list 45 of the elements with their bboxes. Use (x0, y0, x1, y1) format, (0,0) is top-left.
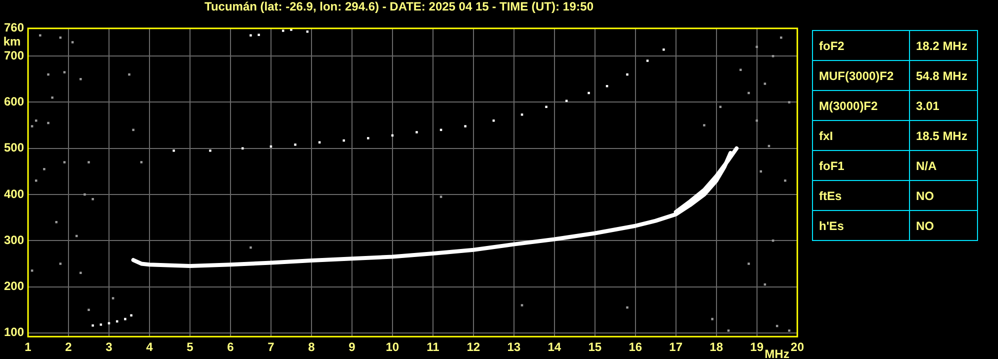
x-tick-label: 3 (106, 340, 113, 354)
text: 3.01 (910, 90, 978, 120)
x-tick-label: 11 (426, 340, 440, 354)
text: 18.2 MHz (910, 30, 978, 60)
text: fxI (812, 120, 910, 150)
y-tick-label: 300 (4, 232, 24, 247)
y-tick-label: 700 (4, 48, 24, 62)
text: 18.5 MHz (910, 120, 978, 150)
x-tick-label: 14 (548, 340, 562, 354)
x-tick-label: 6 (227, 340, 234, 354)
y-axis-title: km (3, 34, 21, 49)
text: 54.8 MHz (910, 60, 978, 90)
text: foF2 (812, 30, 910, 60)
x-tick-label: 20 (790, 340, 804, 354)
x-tick-label: 19 (750, 340, 764, 354)
x-tick-label: 5 (186, 340, 194, 354)
x-tick-label: 9 (348, 340, 356, 354)
x-tick-label: 4 (146, 340, 154, 354)
x-axis-title: MHz (764, 346, 790, 359)
y-tick-label: 500 (4, 140, 24, 155)
x-tick-label: 8 (308, 340, 316, 354)
x-tick-label: 7 (268, 340, 275, 354)
y-tick-label: 600 (4, 94, 24, 109)
text: MUF(3000)F2 (812, 60, 910, 90)
text: h'Es (812, 210, 910, 240)
x-tick-label: 1 (24, 340, 32, 354)
x-tick-label: 15 (588, 340, 602, 354)
x-tick-label: 18 (710, 340, 724, 354)
x-tick-label: 10 (386, 340, 400, 354)
y-tick-label: 760 (4, 20, 24, 35)
x-tick-label: 16 (628, 340, 642, 354)
text: ftEs (812, 180, 910, 210)
text: NO (910, 180, 978, 210)
text: foF1 (812, 150, 910, 180)
text: M(3000)F2 (812, 90, 910, 120)
text: NO (910, 210, 978, 240)
x-tick-label: 12 (466, 340, 480, 354)
text: N/A (910, 150, 978, 180)
x-tick-label: 2 (65, 340, 72, 354)
x-tick-label: 13 (507, 340, 521, 354)
y-tick-label: 400 (4, 186, 24, 201)
y-tick-label: 200 (4, 279, 24, 294)
y-tick-label: 100 (4, 325, 24, 340)
chart-title: Tucumán (lat: -26.9, lon: 294.6) - DATE: 2025 04 15 - TIME (UT): 19:50 (204, 0, 594, 14)
x-tick-label: 17 (669, 340, 683, 354)
